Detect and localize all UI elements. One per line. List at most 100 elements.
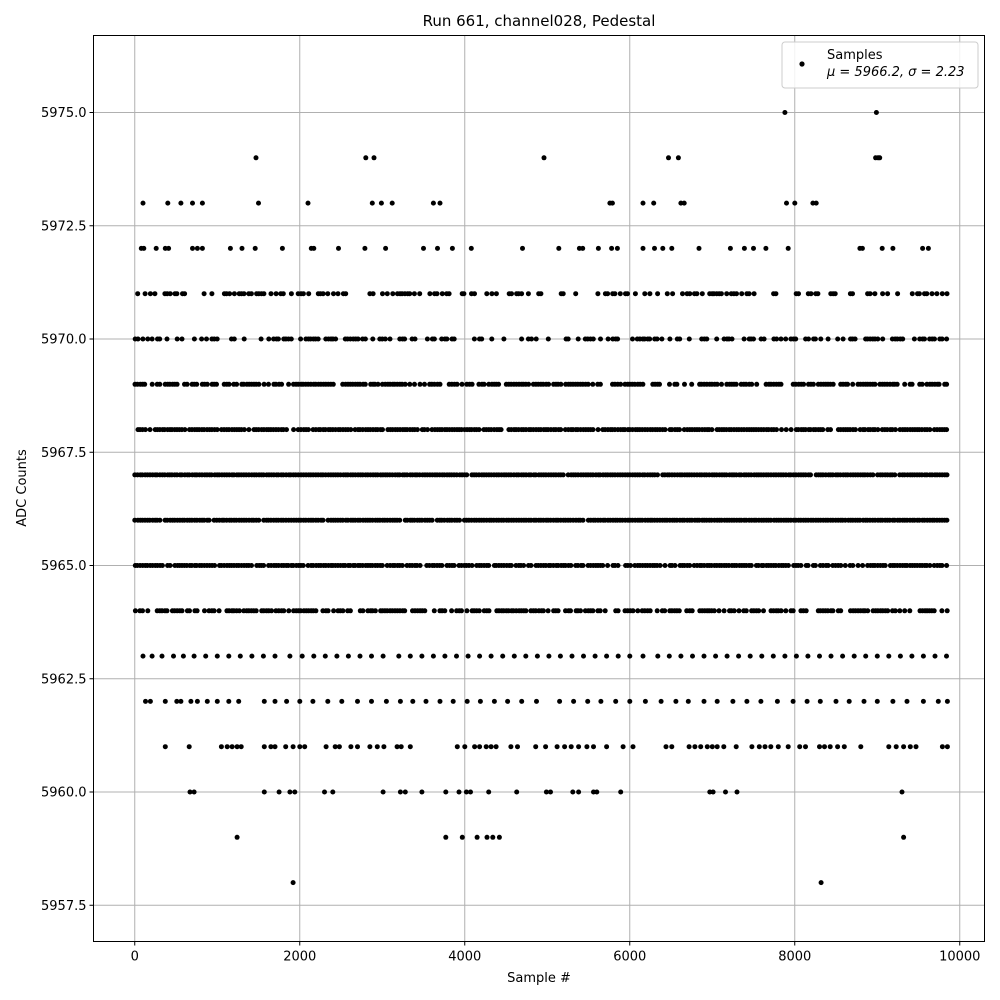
sample-point-326 — [145, 608, 151, 614]
sample-point-965 — [457, 517, 462, 523]
sample-point-113 — [879, 245, 885, 251]
sample-point-104 — [669, 245, 675, 251]
sample-point-86 — [311, 245, 317, 251]
sample-point-186 — [886, 744, 892, 750]
sample-point-9 — [901, 834, 907, 840]
sample-point-2230 — [411, 291, 417, 297]
sample-point-503 — [761, 608, 766, 614]
sample-point-102 — [652, 245, 657, 251]
sample-point-167 — [704, 744, 710, 750]
sample-point-2179 — [152, 291, 158, 297]
sample-point-174 — [762, 744, 768, 750]
sample-point-2222 — [384, 291, 390, 297]
sample-point-227 — [585, 698, 591, 704]
sample-point-157 — [584, 744, 590, 750]
sample-point-128 — [290, 744, 296, 750]
sample-point-38 — [734, 789, 740, 795]
sample-point-84 — [279, 245, 285, 251]
sample-point-45 — [541, 155, 547, 161]
legend-stats-label: μ = 5966.2, σ = 2.23 — [826, 65, 965, 80]
sample-point-1957 — [733, 381, 739, 387]
sample-point-2067 — [362, 336, 368, 342]
sample-point-1719 — [774, 427, 779, 433]
sample-point-2108 — [630, 336, 635, 342]
sample-point-109 — [763, 245, 769, 251]
sample-point-39 — [899, 789, 905, 795]
sample-point-237 — [730, 698, 736, 704]
sample-point-425 — [486, 608, 492, 614]
sample-point-1888 — [496, 381, 502, 387]
sample-point-2214 — [325, 291, 331, 297]
sample-point-97 — [580, 245, 586, 251]
sample-point-792 — [798, 563, 804, 568]
sample-point-805 — [842, 563, 848, 568]
sample-point-1539 — [291, 427, 297, 433]
sample-point-179 — [803, 744, 808, 750]
sample-point-110 — [785, 245, 791, 251]
sample-point-70 — [792, 200, 798, 206]
sample-point-126 — [272, 744, 278, 750]
sample-point-1720 — [779, 427, 784, 433]
sample-point-129 — [297, 744, 303, 750]
sample-point-1876 — [454, 381, 460, 387]
sample-point-280 — [454, 653, 459, 659]
sample-point-1694 — [709, 427, 715, 433]
sample-point-294 — [615, 653, 621, 659]
sample-point-1883 — [481, 381, 487, 387]
sample-point-1677 — [662, 427, 668, 433]
sample-point-1802 — [214, 381, 219, 387]
sample-point-323 — [132, 608, 138, 614]
sample-point-287 — [534, 653, 540, 659]
sample-point-209 — [325, 698, 331, 704]
sample-point-2116 — [654, 336, 660, 342]
sample-point-16 — [322, 789, 327, 795]
sample-point-458 — [590, 608, 596, 614]
sample-point-1560 — [348, 427, 354, 433]
sample-point-2075 — [402, 336, 408, 342]
sample-point-176 — [775, 744, 781, 750]
sample-point-118 — [186, 744, 192, 750]
sample-point-251 — [935, 698, 941, 704]
sample-point-325 — [140, 608, 145, 614]
sample-point-796 — [812, 563, 818, 568]
sample-point-226 — [571, 698, 577, 704]
sample-point-252 — [944, 698, 950, 704]
sample-point-869 — [206, 517, 212, 523]
sample-point-161 — [630, 744, 636, 750]
sample-point-2026 — [157, 336, 163, 342]
sample-point-272 — [357, 653, 363, 659]
sample-point-200 — [204, 698, 210, 704]
sample-point-913 — [320, 517, 326, 523]
sample-point-800 — [825, 563, 831, 568]
sample-point-7 — [490, 834, 496, 840]
sample-point-422 — [476, 608, 482, 614]
sample-point-1867 — [422, 381, 427, 387]
legend-box — [781, 41, 979, 89]
sample-point-1501 — [182, 427, 188, 433]
sample-point-742 — [662, 563, 668, 568]
sample-point-2118 — [667, 336, 673, 342]
sample-point-2205 — [280, 291, 286, 297]
sample-point-1990 — [850, 381, 856, 387]
sample-point-170 — [721, 744, 727, 750]
sample-point-888 — [256, 517, 262, 523]
sample-point-103 — [660, 245, 666, 251]
sample-point-213 — [383, 698, 389, 704]
sample-point-2221 — [380, 291, 385, 297]
sample-point-105 — [696, 245, 702, 251]
sample-point-1978 — [810, 381, 816, 387]
sample-point-196 — [174, 698, 180, 704]
sample-point-2242 — [484, 291, 490, 297]
y-tick-label-4: 5967.5 — [41, 446, 87, 461]
sample-point-730 — [628, 563, 633, 568]
sample-point-1805 — [226, 381, 232, 387]
sample-point-234 — [685, 698, 691, 704]
sample-point-2114 — [647, 336, 653, 342]
sample-point-438 — [523, 608, 529, 614]
sample-point-291 — [581, 653, 586, 659]
sample-point-331 — [164, 608, 170, 614]
sample-point-2072 — [387, 336, 393, 342]
legend-marker — [799, 61, 805, 67]
x-tick-label-3: 6000 — [613, 950, 646, 965]
sample-point-377 — [313, 608, 319, 614]
